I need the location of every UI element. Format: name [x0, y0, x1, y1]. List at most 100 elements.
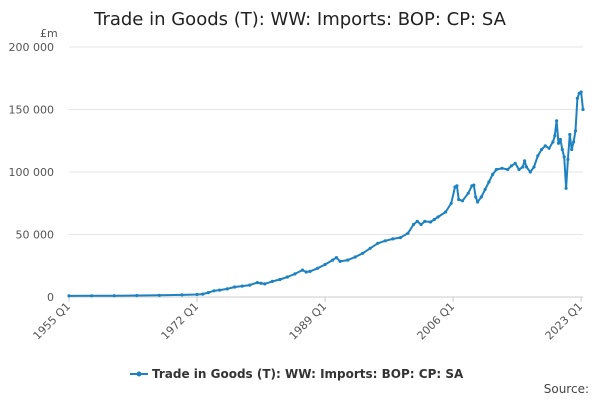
data-point[interactable] [259, 281, 263, 285]
data-point[interactable] [423, 219, 427, 223]
data-point[interactable] [517, 167, 521, 172]
data-point[interactable] [415, 219, 419, 223]
data-point[interactable] [455, 184, 459, 188]
data-point[interactable] [560, 147, 564, 152]
data-point[interactable] [532, 165, 536, 169]
data-point[interactable] [233, 285, 237, 289]
data-point[interactable] [479, 195, 483, 199]
data-point[interactable] [500, 166, 504, 170]
data-point[interactable] [536, 154, 540, 158]
data-point[interactable] [572, 140, 576, 144]
data-point[interactable] [406, 231, 410, 235]
data-point[interactable] [201, 292, 205, 296]
data-point[interactable] [112, 294, 116, 298]
source-label: Source: [544, 382, 589, 396]
data-point[interactable] [528, 170, 532, 174]
data-point[interactable] [568, 132, 572, 137]
data-point[interactable] [278, 277, 282, 282]
data-point[interactable] [398, 236, 402, 240]
data-point[interactable] [212, 289, 216, 293]
data-point[interactable] [285, 275, 289, 279]
data-point[interactable] [449, 201, 453, 205]
data-point[interactable] [579, 90, 583, 94]
data-point[interactable] [573, 129, 578, 133]
x-tick-label: 2006 Q1 [415, 300, 458, 343]
data-point[interactable] [368, 246, 372, 250]
y-tick-label: 100 000 [9, 166, 55, 179]
data-point[interactable] [566, 157, 570, 162]
data-point[interactable] [547, 146, 551, 150]
data-point[interactable] [444, 210, 448, 214]
data-point[interactable] [491, 172, 495, 177]
data-point[interactable] [506, 167, 510, 172]
data-point[interactable] [509, 164, 514, 168]
data-point[interactable] [494, 167, 498, 172]
data-point[interactable] [338, 259, 342, 263]
data-point[interactable] [521, 165, 525, 169]
data-point[interactable] [195, 292, 199, 297]
data-point[interactable] [391, 237, 395, 241]
data-point[interactable] [472, 183, 476, 187]
data-point[interactable] [67, 294, 71, 298]
data-point[interactable] [376, 241, 380, 245]
data-point[interactable] [293, 272, 297, 276]
legend-label: Trade in Goods (T): WW: Imports: BOP: CP… [152, 367, 464, 381]
legend[interactable]: Trade in Goods (T): WW: Imports: BOP: CP… [130, 367, 464, 381]
data-point[interactable] [304, 270, 308, 274]
data-point[interactable] [270, 279, 274, 283]
data-point[interactable] [225, 287, 229, 291]
data-point[interactable] [315, 266, 320, 270]
data-point[interactable] [570, 147, 574, 152]
data-point[interactable] [558, 137, 563, 142]
data-point[interactable] [361, 251, 365, 255]
data-point[interactable] [411, 222, 416, 227]
data-point[interactable] [474, 195, 478, 199]
data-point[interactable] [483, 187, 487, 192]
data-point[interactable] [300, 268, 305, 272]
data-point[interactable] [353, 255, 357, 259]
y-axis-unit-label: £m [40, 27, 58, 40]
data-point[interactable] [457, 197, 461, 202]
data-point[interactable] [248, 283, 252, 287]
data-point[interactable] [460, 199, 465, 203]
data-point[interactable] [562, 155, 566, 159]
data-point[interactable] [466, 191, 470, 195]
data-point[interactable] [180, 293, 184, 297]
data-point[interactable] [523, 159, 527, 163]
data-point[interactable] [432, 217, 436, 222]
y-tick-label: 50 000 [16, 229, 55, 242]
data-point[interactable] [436, 215, 440, 219]
y-axis-ticks: 0 50 000 100 000 150 000 200 000 [9, 41, 55, 304]
data-point[interactable] [331, 258, 335, 262]
data-point[interactable] [255, 281, 259, 285]
data-point[interactable] [206, 291, 210, 295]
data-point[interactable] [540, 147, 544, 152]
data-point[interactable] [543, 144, 547, 148]
data-point[interactable] [334, 256, 338, 260]
data-point[interactable] [428, 220, 433, 224]
data-point[interactable] [308, 269, 312, 273]
data-point[interactable] [551, 140, 555, 144]
data-point[interactable] [323, 262, 327, 267]
data-point[interactable] [581, 107, 585, 112]
data-point[interactable] [575, 96, 580, 100]
data-point[interactable] [346, 258, 350, 262]
data-point[interactable] [487, 180, 491, 184]
data-point[interactable] [135, 293, 139, 298]
x-tick-label: 2023 Q1 [543, 300, 586, 343]
data-point[interactable] [157, 293, 161, 297]
data-point[interactable] [476, 200, 480, 204]
data-point[interactable] [564, 186, 568, 190]
data-point[interactable] [263, 282, 267, 286]
data-point[interactable] [524, 165, 529, 169]
data-point[interactable] [240, 284, 244, 288]
data-point[interactable] [556, 141, 561, 145]
data-point[interactable] [553, 134, 557, 138]
legend-marker-icon [136, 371, 142, 377]
data-point[interactable] [513, 161, 517, 165]
data-point[interactable] [218, 288, 222, 292]
data-point[interactable] [383, 239, 387, 243]
data-point[interactable] [419, 222, 423, 227]
data-point[interactable] [555, 119, 559, 123]
data-point[interactable] [90, 294, 94, 298]
